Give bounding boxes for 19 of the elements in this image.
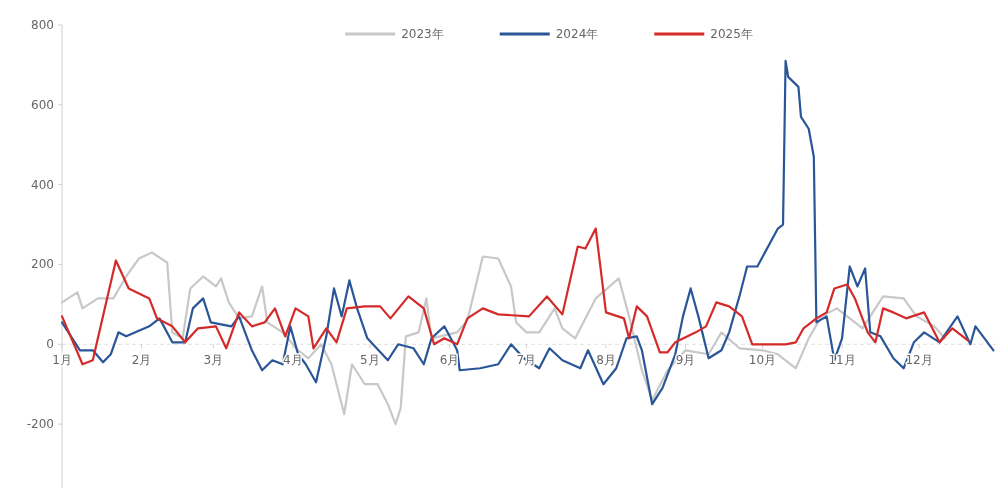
y-tick-label: 400 — [31, 177, 54, 192]
x-tick-label: 2月 — [131, 353, 152, 368]
y-tick-label: 800 — [31, 18, 54, 32]
x-tick-label: 3月 — [203, 353, 224, 368]
x-tick-label: 10月 — [748, 353, 777, 368]
legend-label: 2025年 — [710, 27, 753, 41]
legend-label: 2024年 — [555, 27, 599, 41]
y-tick-label: 0 — [46, 337, 54, 352]
x-tick-label: 1月 — [52, 353, 72, 368]
y-tick-label: 600 — [31, 97, 54, 112]
x-tick-label: 8月 — [596, 353, 616, 368]
x-tick-label: 5月 — [360, 353, 380, 368]
x-tick-label: 11月 — [828, 353, 856, 368]
y-tick-label: 200 — [31, 257, 54, 272]
x-tick-label: 9月 — [675, 353, 696, 368]
y-tick-label: -200 — [26, 417, 54, 432]
legend-label: 2023年 — [401, 27, 444, 41]
x-tick-label: 6月 — [439, 353, 460, 368]
x-tick-label: 12月 — [905, 353, 933, 368]
